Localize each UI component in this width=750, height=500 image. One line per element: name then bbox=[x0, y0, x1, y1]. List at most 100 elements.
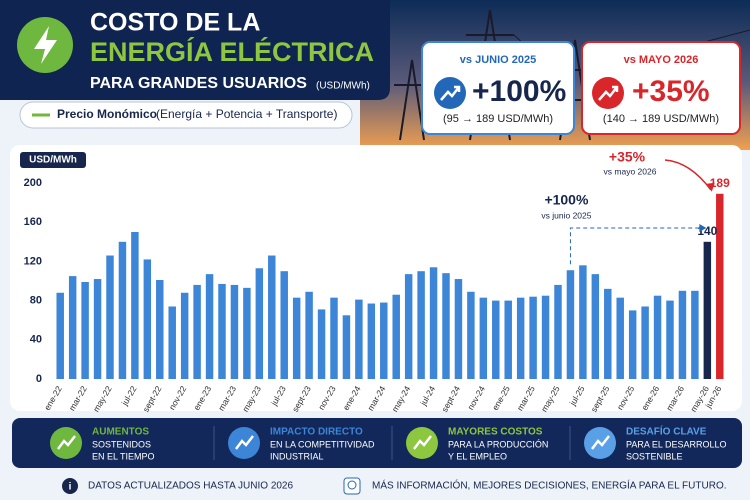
card-value: +35% bbox=[632, 75, 710, 108]
bar bbox=[604, 288, 612, 379]
feature-line: EN EL TIEMPO bbox=[92, 451, 155, 461]
title-line: PARA GRANDES USUARIOS bbox=[90, 75, 307, 92]
annotation: +100% bbox=[544, 192, 589, 208]
bar bbox=[305, 291, 313, 379]
bar bbox=[230, 284, 239, 379]
title-line: COSTO DE LA bbox=[90, 9, 260, 37]
bar bbox=[716, 193, 724, 379]
bar bbox=[703, 241, 712, 379]
bar bbox=[429, 267, 438, 379]
bar bbox=[193, 284, 201, 379]
annotation: +35% bbox=[609, 149, 646, 165]
bar bbox=[504, 300, 512, 379]
feature-title: IMPACTO DIRECTO bbox=[270, 427, 363, 438]
legend-note: (Energía + Potencia + Transporte) bbox=[156, 107, 337, 121]
bar bbox=[268, 255, 276, 379]
info-glyph: i bbox=[69, 482, 72, 493]
bar bbox=[81, 281, 89, 379]
bolt-shape bbox=[34, 26, 57, 64]
bar bbox=[591, 274, 600, 379]
feature-title: MAYORES COSTOS bbox=[448, 427, 543, 438]
bar bbox=[255, 268, 264, 379]
annotation-sub: vs junio 2025 bbox=[541, 210, 591, 220]
bar bbox=[156, 280, 164, 379]
card bbox=[581, 41, 741, 135]
annotation-sub: vs mayo 2026 bbox=[604, 166, 657, 176]
feature-line: SOSTENIBLE bbox=[626, 451, 683, 461]
bar bbox=[218, 283, 226, 379]
bar bbox=[628, 310, 637, 379]
legend-box bbox=[19, 101, 353, 129]
legend-label: Precio Monómico bbox=[57, 107, 157, 121]
card-label: vs JUNIO 2025 bbox=[460, 54, 536, 66]
bar bbox=[666, 300, 674, 379]
feature-title: AUMENTOS bbox=[92, 427, 149, 438]
bar bbox=[579, 265, 587, 379]
bar bbox=[243, 287, 251, 379]
bulb-shape bbox=[347, 480, 357, 490]
arrow-head bbox=[706, 182, 715, 192]
y-tick-label: 200 bbox=[24, 177, 42, 189]
bar bbox=[691, 290, 699, 379]
bar bbox=[342, 315, 351, 379]
bar bbox=[417, 271, 425, 379]
bulb-icon bbox=[343, 477, 361, 495]
feature-line: PARA EL DESARROLLO bbox=[626, 439, 727, 449]
y-tick-label: 40 bbox=[30, 334, 42, 346]
bar bbox=[479, 297, 488, 379]
y-label-box bbox=[20, 152, 86, 168]
feature-glyph bbox=[591, 435, 610, 450]
feature-glyph bbox=[57, 435, 76, 450]
bar bbox=[454, 279, 463, 379]
bar bbox=[392, 294, 400, 379]
bar bbox=[442, 273, 450, 379]
bar bbox=[529, 296, 537, 379]
footer-left: DATOS ACTUALIZADOS HASTA JUNIO 2026 bbox=[88, 481, 293, 492]
card-value: +100% bbox=[472, 75, 566, 108]
bar bbox=[380, 302, 388, 379]
feature-line: EN LA COMPETITIVIDAD bbox=[270, 439, 375, 449]
bar bbox=[68, 276, 77, 379]
bar bbox=[653, 295, 662, 379]
features-bar bbox=[12, 418, 742, 468]
card bbox=[421, 41, 575, 135]
bar bbox=[205, 274, 214, 379]
bar bbox=[56, 292, 64, 379]
trend-icon bbox=[598, 85, 619, 101]
bar bbox=[641, 306, 649, 379]
bar bbox=[317, 309, 326, 379]
feature-glyph bbox=[413, 435, 432, 450]
feature-glyph bbox=[235, 435, 254, 450]
title-unit: (USD/MWh) bbox=[316, 81, 370, 92]
bar bbox=[554, 284, 562, 379]
bar bbox=[93, 279, 102, 379]
header-panel bbox=[0, 0, 390, 100]
bar bbox=[516, 297, 525, 379]
bar bbox=[467, 291, 475, 379]
bar bbox=[118, 241, 127, 379]
bar bbox=[566, 270, 575, 379]
bar bbox=[541, 295, 550, 379]
feature-line: INDUSTRIAL bbox=[270, 451, 324, 461]
title-line: ENERGÍA ELÉCTRICA bbox=[90, 36, 374, 67]
bar bbox=[355, 299, 363, 379]
annotation-arrow bbox=[569, 227, 700, 265]
y-tick-label: 160 bbox=[24, 216, 42, 228]
y-tick-label: 0 bbox=[36, 373, 42, 385]
feature-line: PARA LA PRODUCCIÓN bbox=[448, 439, 548, 449]
footer-right: MÁS INFORMACIÓN, MEJORES DECISIONES, ENE… bbox=[372, 479, 727, 492]
bar bbox=[168, 306, 176, 379]
card-detail: (140 → 189 USD/MWh) bbox=[603, 113, 719, 125]
y-tick-label: 80 bbox=[30, 295, 42, 307]
bar bbox=[616, 297, 624, 379]
bar bbox=[292, 297, 301, 379]
bar bbox=[404, 274, 413, 379]
value-label: 189 bbox=[710, 176, 730, 190]
card-label: vs MAYO 2026 bbox=[624, 54, 699, 66]
card-detail: (95 → 189 USD/MWh) bbox=[443, 113, 553, 125]
bar bbox=[330, 297, 338, 379]
y-axis-label: USD/MWh bbox=[29, 155, 77, 166]
